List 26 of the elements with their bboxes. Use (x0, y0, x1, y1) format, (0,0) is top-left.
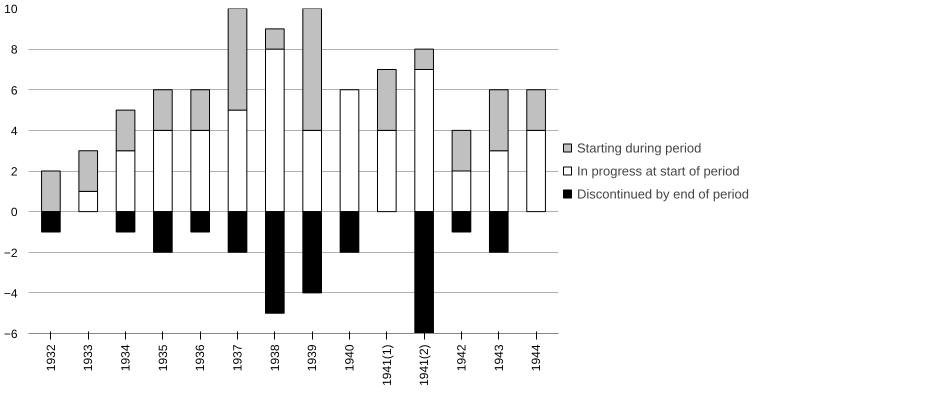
x-tick-label: 1942 (454, 344, 468, 372)
legend-label: Starting during period (577, 140, 702, 155)
x-tick-label: 1932 (44, 344, 58, 372)
x-tick-label: 1944 (529, 344, 544, 372)
x-tick-label: 1935 (156, 344, 170, 372)
y-tick-label: −4 (4, 286, 18, 300)
y-tick-label: 8 (10, 42, 18, 57)
x-tick-label: 1941(1) (380, 344, 394, 386)
x-tick-label: 1939 (305, 344, 320, 372)
y-tick-label: 0 (10, 205, 18, 220)
y-tick-label: −6 (4, 327, 18, 341)
y-tick-label: 6 (10, 83, 18, 98)
x-tick-label: 1938 (268, 344, 282, 372)
x-tick-label: 1941(2) (417, 344, 432, 386)
y-tick-label: 2 (10, 164, 18, 178)
x-tick-label: 1934 (118, 344, 133, 372)
legend-label: Discontinued by end of period (577, 186, 750, 201)
x-tick-label: 1940 (342, 344, 356, 372)
x-tick-label: 1936 (193, 344, 208, 372)
y-tick-label: 10 (4, 2, 18, 16)
x-tick-label: 1943 (492, 344, 506, 372)
y-tick-label: −2 (4, 246, 18, 260)
y-tick-label: 4 (10, 124, 18, 138)
x-tick-label: 1933 (81, 344, 96, 372)
x-tick-label: 1937 (230, 344, 245, 372)
legend-label: In progress at start of period (577, 163, 740, 178)
